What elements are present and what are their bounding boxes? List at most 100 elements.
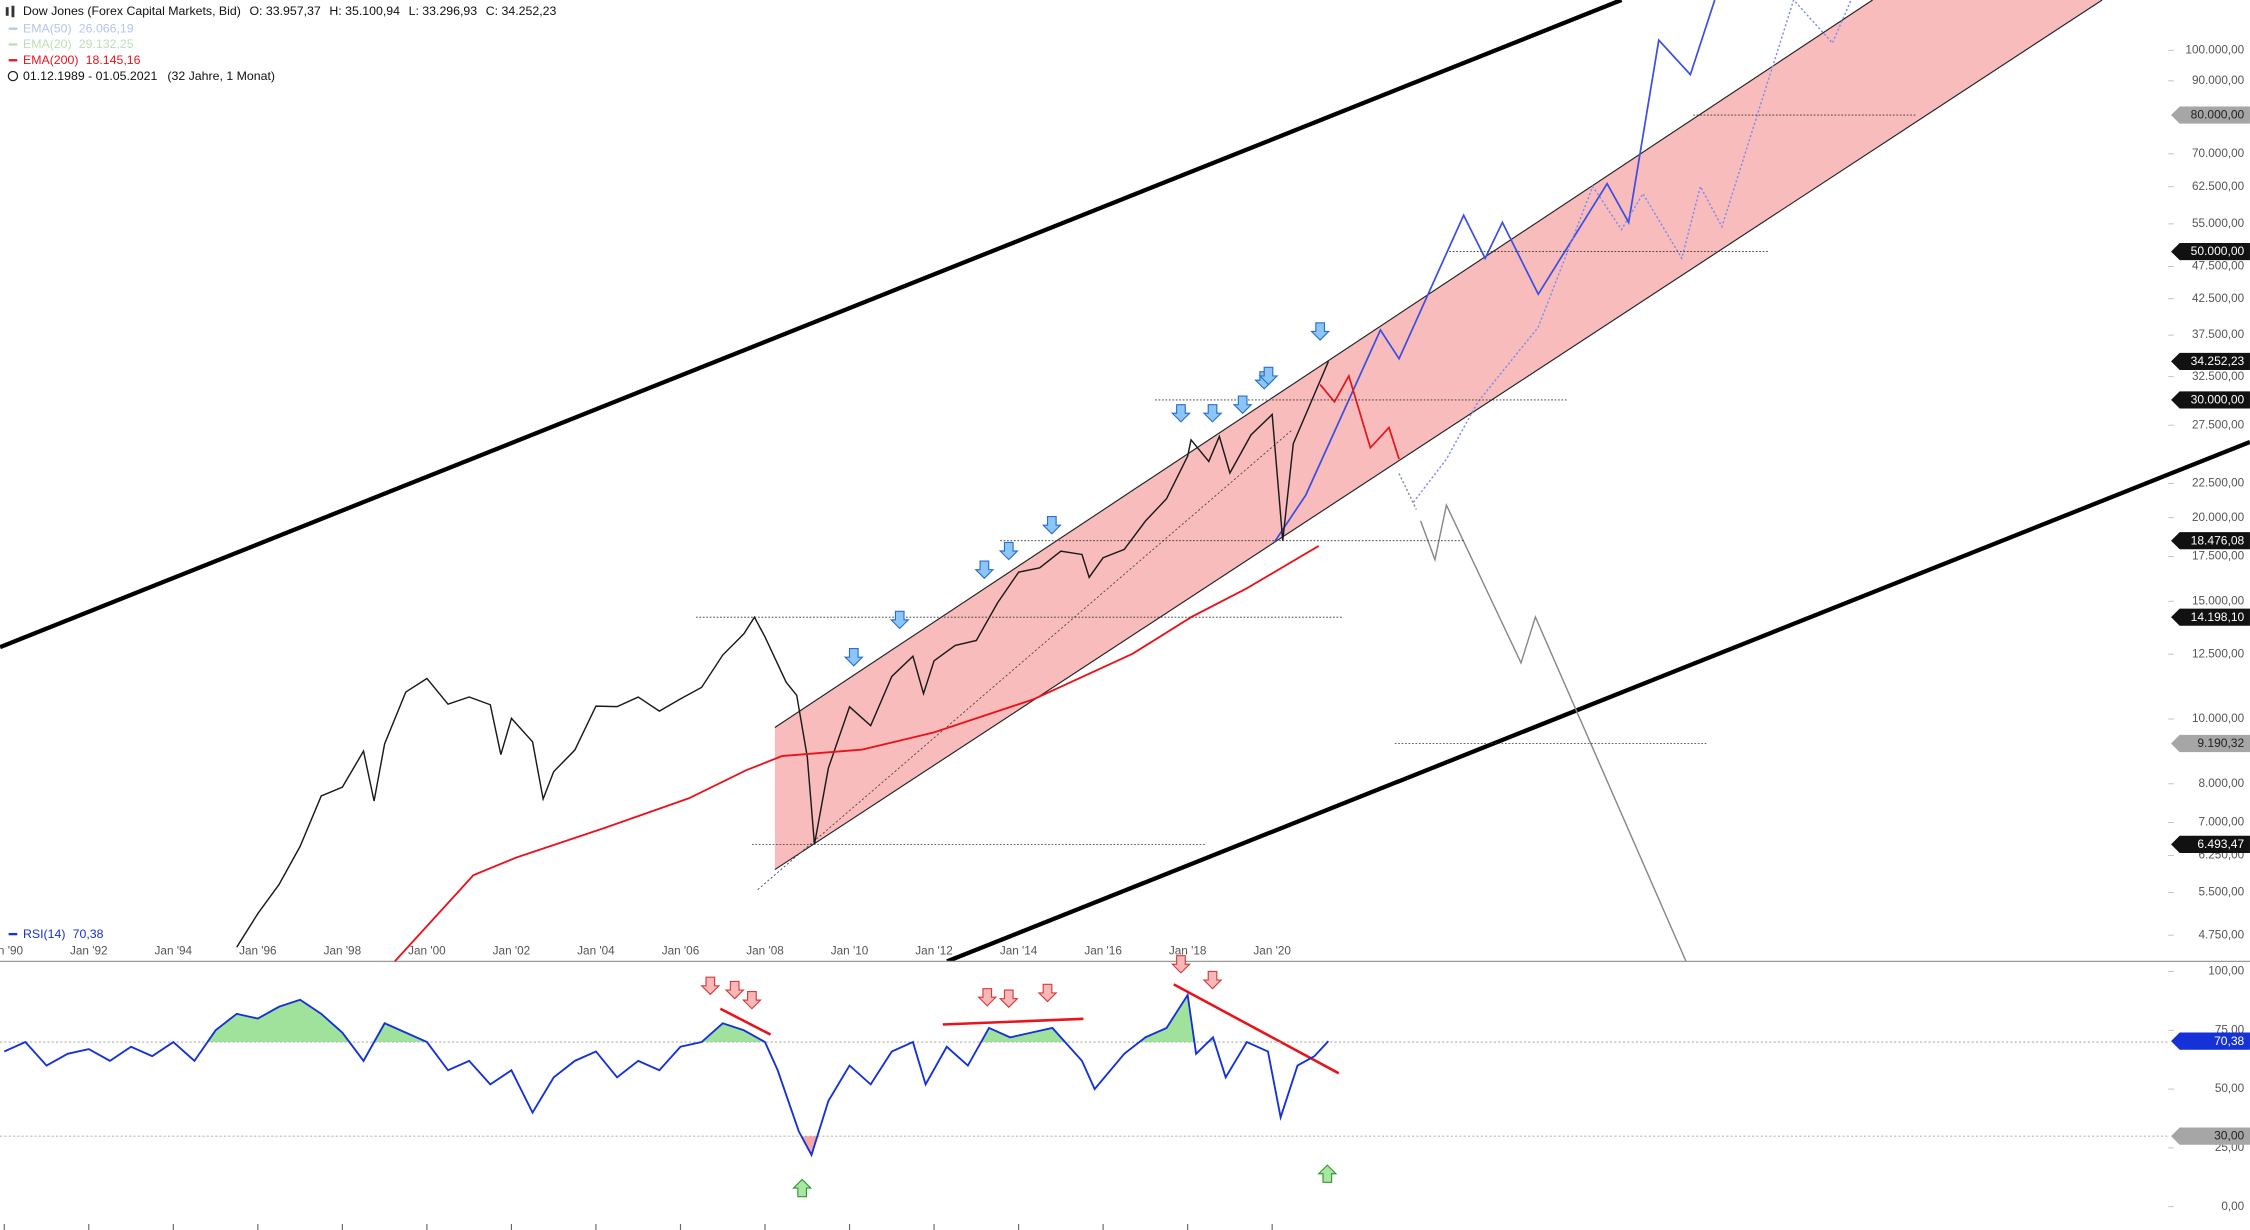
y-tick-label: 90.000,00 <box>2192 74 2245 87</box>
price-tag-label: 14.198,10 <box>2191 610 2245 624</box>
series-line <box>3 992 1330 1158</box>
y-tick-label: 100.000,00 <box>2185 43 2244 56</box>
rsi-name: RSI(14) <box>23 927 65 941</box>
y-tick-label: 4.750,00 <box>2198 928 2244 941</box>
price-tag <box>2171 734 2250 753</box>
series-line <box>236 361 1330 948</box>
y-tick-label: 50,00 <box>2215 1082 2245 1095</box>
price-tag <box>2171 391 2250 409</box>
legend-name: EMA(50) <box>23 22 72 36</box>
signal-arrow <box>1258 366 1279 386</box>
projection <box>1419 502 1687 962</box>
oversold-fill <box>4 1136 1329 1155</box>
projection <box>1319 373 1400 460</box>
price-tag-label: 80.000,00 <box>2191 108 2245 122</box>
icon <box>11 5 15 18</box>
legend-entry: EMA(50) 26.066,19 <box>23 22 134 36</box>
projection <box>1398 473 1417 510</box>
price-tag-label: 6.493,47 <box>2197 837 2244 851</box>
x-tick-label: Jan '04 <box>577 944 615 957</box>
x-tick-label: Jan '00 <box>408 944 446 957</box>
price-tag-label: 9.190,32 <box>2197 736 2244 750</box>
projection <box>1273 0 1716 543</box>
y-tick-label: 8.000,00 <box>2198 777 2244 790</box>
signal-arrow <box>1041 515 1062 535</box>
rsi-trend <box>942 1017 1084 1026</box>
x-tick-label: Jan '90 <box>0 944 23 957</box>
signal-arrow <box>998 541 1019 561</box>
y-tick-label: 62.500,00 <box>2192 180 2245 193</box>
signal-arrow <box>1202 970 1223 990</box>
range: 01.12.1989 - 01.05.2021 <box>23 69 158 83</box>
legend-entry: EMA(200) 18.145,16 <box>23 53 141 67</box>
signal-arrow <box>700 976 721 996</box>
price-tag-label: 30.000,00 <box>2191 393 2245 407</box>
y-tick-label: 20.000,00 <box>2192 511 2245 524</box>
signal-arrow <box>1317 1164 1338 1183</box>
legend-entry: EMA(20) 29.132,25 <box>23 37 134 51</box>
price-tag-label: 34.252,23 <box>2191 354 2245 368</box>
price-tag-label: 50.000,00 <box>2191 244 2245 258</box>
legend-value: 29.132,25 <box>79 37 134 51</box>
long-channel <box>946 439 2250 962</box>
channel-line <box>774 0 2103 871</box>
legend-value: 26.066,19 <box>79 22 134 36</box>
x-tick-label: Jan '10 <box>831 944 869 957</box>
legend-name: EMA(200) <box>23 53 78 67</box>
signal-arrow <box>998 989 1019 1009</box>
signal-arrow <box>974 560 995 580</box>
price-tag <box>2171 1127 2250 1145</box>
x-tick-label: Jan '06 <box>662 944 700 957</box>
y-tick-label: 70.000,00 <box>2192 147 2245 160</box>
signal-arrow <box>724 980 745 1000</box>
x-tick-label: Jan '02 <box>493 944 531 957</box>
x-tick-label: Jan '94 <box>155 944 193 957</box>
y-tick-label: 42.500,00 <box>2192 292 2245 305</box>
y-tick-label: 27.500,00 <box>2192 418 2245 431</box>
overbought-fill <box>207 995 1329 1043</box>
y-tick-label: 10.000,00 <box>2192 712 2245 725</box>
legend-value: 18.145,16 <box>86 53 141 67</box>
rsi-header: RSI(14) 70,38 <box>23 927 104 941</box>
marks: 4.750,005.500,006.250,007.000,008.000,00… <box>0 43 2250 1230</box>
signal-arrow <box>1037 983 1058 1003</box>
price-tag-label: 30,00 <box>2214 1129 2244 1143</box>
series-line <box>394 545 1320 962</box>
signal-arrow <box>889 610 910 630</box>
price-tag <box>2171 608 2250 626</box>
title: Dow Jones (Forex Capital Markets, Bid) O:… <box>23 4 557 18</box>
header: Dow Jones (Forex Capital Markets, Bid) O:… <box>5 4 557 941</box>
y-tick-label: 37.500,00 <box>2192 328 2245 341</box>
date-range: 01.12.1989 - 01.05.2021 (32 Jahre, 1 Mona… <box>23 69 275 83</box>
signal-arrow <box>1170 404 1191 423</box>
x-tick-label: Jan '98 <box>324 944 362 957</box>
price-tag <box>2171 1032 2250 1050</box>
y-tick-label: 7.000,00 <box>2198 816 2244 829</box>
signal-arrow <box>1202 404 1223 423</box>
signal-arrow <box>792 1178 813 1198</box>
price-tag <box>2171 106 2250 124</box>
price-tag <box>2171 352 2250 371</box>
signal-arrow <box>843 648 864 667</box>
icon <box>5 7 9 16</box>
y-tick-label: 5.500,00 <box>2198 886 2244 899</box>
y-tick-label: 12.500,00 <box>2192 647 2245 660</box>
open: O: 33.957,37 <box>249 4 320 18</box>
signal-arrow <box>1310 322 1331 341</box>
y-tick-label: 15.000,00 <box>2192 594 2245 607</box>
title-text: Dow Jones (Forex Capital Markets, Bid) <box>23 4 241 18</box>
signal-arrow <box>1170 955 1191 974</box>
x-tick-label: Jan '96 <box>239 944 277 957</box>
y-tick-label: 55.000,00 <box>2192 217 2245 230</box>
signal-arrow <box>1232 395 1253 415</box>
legend-name: EMA(20) <box>23 37 72 51</box>
clock-icon <box>7 70 19 82</box>
y-tick-label: 17.500,00 <box>2192 550 2245 563</box>
close: C: 34.252,23 <box>486 4 557 18</box>
x-tick-label: Jan '14 <box>1000 944 1038 957</box>
low: L: 33.296,93 <box>409 4 478 18</box>
signal-arrow <box>977 988 998 1007</box>
price-tag-label: 70,38 <box>2214 1034 2244 1048</box>
